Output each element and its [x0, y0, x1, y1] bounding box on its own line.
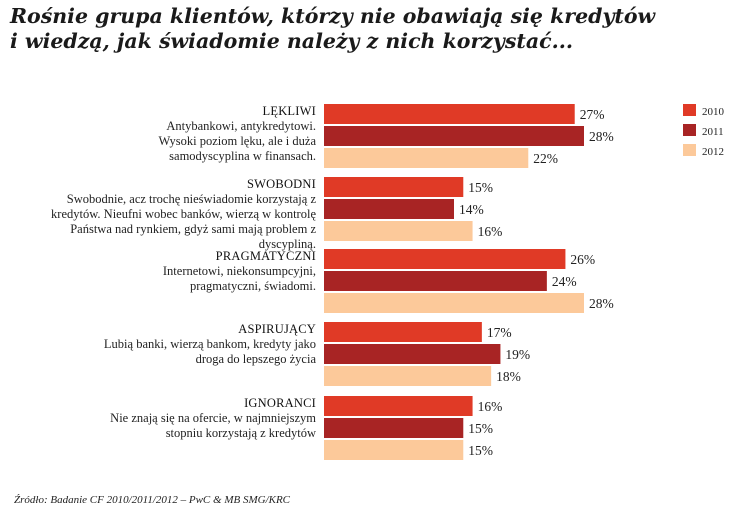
legend-label-2011: 2011 [702, 126, 724, 138]
bar-l-kliwi-2010 [324, 104, 575, 124]
category-name-l-kliwi: LĘKLIWI [263, 104, 316, 118]
value-label-swobodni-2011: 14% [459, 202, 484, 217]
title-line-1: Rośnie grupa klientów, którzy nie obawia… [10, 4, 656, 28]
category-description-line: Swobodnie, acz trochę nieświadomie korzy… [67, 192, 317, 206]
value-label-aspiruj-cy-2010: 17% [487, 325, 512, 340]
category-description-line: samodyscyplina w finansach. [169, 149, 316, 163]
category-description-line: Nie znają się na ofercie, w najmniejszym [110, 411, 316, 425]
bar-swobodni-2011 [324, 199, 454, 219]
category-description-line: Internetowi, niekonsumpcyjni, [163, 264, 316, 278]
category-description-line: Lubią banki, wierzą bankom, kredyty jako [104, 337, 316, 351]
category-description-line: pragmatyczni, świadomi. [190, 279, 316, 293]
legend-swatch-2011 [683, 124, 696, 136]
bar-swobodni-2010 [324, 177, 464, 197]
category-name-pragmatyczni: PRAGMATYCZNI [216, 249, 316, 263]
category-description-line: dyscypliną. [259, 237, 316, 251]
category-description-line: kredytów. Nieufni wobec banków, wierzą w… [51, 207, 316, 221]
value-label-ignoranci-2011: 15% [468, 421, 493, 436]
category-description-line: Państwa nad rynkiem, gdyż sami mają prob… [70, 222, 316, 236]
value-label-swobodni-2010: 15% [468, 180, 493, 195]
title-line-2: i wiedzą, jak świadomie należy z nich ko… [10, 29, 574, 53]
legend-swatch-2010 [683, 104, 696, 116]
bar-ignoranci-2010 [324, 396, 473, 416]
bar-aspiruj-cy-2012 [324, 366, 492, 386]
legend: 2010 2011 2012 [683, 104, 725, 158]
bar-l-kliwi-2012 [324, 148, 529, 168]
value-label-ignoranci-2010: 16% [478, 399, 503, 414]
bar-l-kliwi-2011 [324, 126, 584, 146]
value-label-l-kliwi-2012: 22% [533, 151, 558, 166]
category-description-line: stopniu korzystają z kredytów [166, 426, 316, 440]
value-label-l-kliwi-2010: 27% [580, 107, 605, 122]
bar-swobodni-2012 [324, 221, 473, 241]
category-name-ignoranci: IGNORANCI [244, 396, 316, 410]
legend-label-2012: 2012 [702, 146, 724, 158]
bar-pragmatyczni-2012 [324, 293, 584, 313]
bar-ignoranci-2011 [324, 418, 464, 438]
bar-pragmatyczni-2011 [324, 271, 547, 291]
category-description-line: Wysoki poziom lęku, ale i duża [158, 134, 316, 148]
value-label-pragmatyczni-2011: 24% [552, 274, 577, 289]
category-description-line: droga do lepszego życia [196, 352, 317, 366]
legend-swatch-2012 [683, 144, 696, 156]
value-label-ignoranci-2012: 15% [468, 443, 493, 458]
value-label-aspiruj-cy-2012: 18% [496, 369, 521, 384]
value-label-swobodni-2012: 16% [478, 224, 503, 239]
value-label-pragmatyczni-2010: 26% [570, 252, 595, 267]
legend-label-2010: 2010 [702, 106, 725, 118]
chart-title: Rośnie grupa klientów, którzy nie obawia… [10, 4, 730, 54]
bar-aspiruj-cy-2011 [324, 344, 501, 364]
value-label-l-kliwi-2011: 28% [589, 129, 614, 144]
bar-pragmatyczni-2010 [324, 249, 566, 269]
category-name-aspiruj-cy: ASPIRUJĄCY [238, 322, 316, 336]
source-note: Źródło: Badanie CF 2010/2011/2012 – PwC … [14, 494, 291, 506]
category-description-line: Antybankowi, antykredytowi. [166, 119, 316, 133]
value-label-aspiruj-cy-2011: 19% [505, 347, 530, 362]
value-label-pragmatyczni-2012: 28% [589, 296, 614, 311]
category-name-swobodni: SWOBODNI [247, 177, 316, 191]
bar-aspiruj-cy-2010 [324, 322, 482, 342]
bar-ignoranci-2012 [324, 440, 464, 460]
